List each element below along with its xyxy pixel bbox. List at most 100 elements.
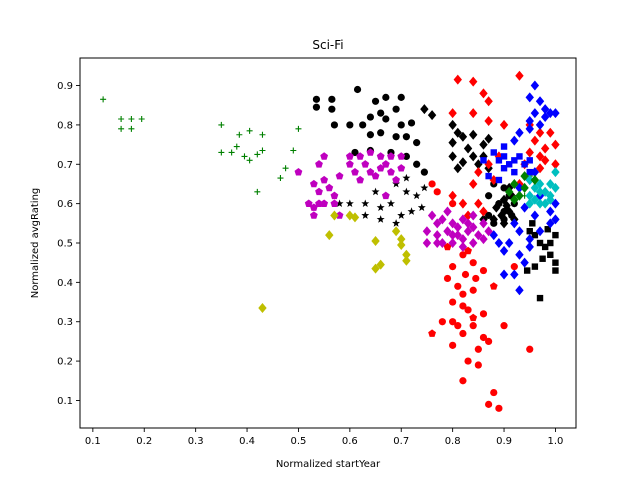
data-point <box>520 171 529 182</box>
data-point <box>397 234 406 245</box>
data-point <box>407 119 416 127</box>
data-point <box>515 127 524 138</box>
data-point <box>277 175 284 182</box>
data-point <box>449 200 457 208</box>
data-point <box>320 199 329 207</box>
data-point <box>309 179 318 188</box>
data-point <box>100 96 107 103</box>
data-point <box>526 345 534 353</box>
data-point <box>520 182 529 193</box>
data-point <box>500 322 508 330</box>
data-point <box>515 249 524 260</box>
data-point <box>377 129 385 137</box>
data-point <box>371 171 380 180</box>
data-point <box>309 203 318 211</box>
data-point <box>484 133 493 144</box>
data-point <box>453 127 462 138</box>
data-point <box>535 163 545 174</box>
data-point <box>530 175 540 186</box>
data-point <box>295 125 302 132</box>
data-point <box>499 269 509 280</box>
data-point <box>480 157 487 164</box>
data-point <box>454 282 462 290</box>
data-point <box>499 119 509 130</box>
y-tick-label: 0.4 <box>57 278 73 289</box>
data-point <box>472 274 480 283</box>
data-point <box>485 192 493 200</box>
data-point <box>397 211 406 219</box>
data-point <box>228 149 235 156</box>
y-tick-label: 0.3 <box>57 317 73 328</box>
data-point <box>381 191 390 200</box>
data-point <box>428 180 436 188</box>
data-point <box>382 115 390 123</box>
data-point <box>443 242 452 251</box>
y-tick-label: 0.1 <box>57 396 73 407</box>
data-point <box>494 238 504 248</box>
data-point <box>489 282 498 290</box>
data-point <box>315 160 323 168</box>
data-point <box>510 263 518 271</box>
data-point <box>422 226 432 237</box>
data-point <box>485 211 493 220</box>
x-tick-label: 0.5 <box>290 436 306 447</box>
data-point <box>526 168 533 176</box>
data-point <box>469 76 478 87</box>
data-point <box>505 161 513 168</box>
data-point <box>438 318 446 326</box>
data-point <box>463 218 473 229</box>
data-point <box>546 218 555 229</box>
data-point <box>490 149 497 156</box>
data-point <box>449 341 457 349</box>
data-point <box>540 112 550 123</box>
data-point <box>371 187 380 196</box>
data-point <box>526 227 533 235</box>
data-point <box>540 155 550 166</box>
data-point <box>525 241 534 252</box>
data-point <box>438 214 447 225</box>
data-point <box>535 127 545 138</box>
data-point <box>510 178 519 189</box>
data-point <box>448 151 457 162</box>
data-point <box>474 198 483 209</box>
data-point <box>233 143 240 150</box>
data-point <box>459 302 467 310</box>
data-point <box>438 238 447 248</box>
data-point <box>530 210 540 221</box>
data-point <box>325 230 334 241</box>
data-point <box>361 211 370 219</box>
data-point <box>309 211 318 219</box>
data-point <box>366 148 375 156</box>
data-point <box>547 251 554 259</box>
data-point <box>448 218 457 229</box>
data-point <box>218 149 225 156</box>
data-point <box>479 139 488 150</box>
data-point <box>463 226 473 237</box>
data-point <box>325 183 334 192</box>
data-point <box>520 202 529 213</box>
data-point <box>241 153 248 160</box>
data-point <box>448 119 457 130</box>
data-point <box>282 165 289 172</box>
data-point <box>387 152 395 160</box>
y-tick-label: 0.8 <box>57 120 73 131</box>
data-point <box>350 212 360 223</box>
data-point <box>392 175 400 184</box>
data-point <box>535 178 545 189</box>
data-point <box>417 203 426 211</box>
data-point <box>515 70 524 81</box>
data-point <box>407 207 416 215</box>
data-point <box>413 160 421 168</box>
data-point <box>511 168 518 176</box>
data-point <box>454 322 462 330</box>
data-point <box>376 164 385 172</box>
data-point <box>448 238 457 248</box>
data-point <box>397 164 406 172</box>
data-point <box>377 109 385 117</box>
data-point <box>315 199 323 207</box>
data-point <box>551 139 560 150</box>
data-point <box>500 165 508 172</box>
x-axis-ticks: 0.1 0.2 0.3 0.4 0.5 0.6 0.7 0.8 0.9 1.0 <box>85 428 563 447</box>
data-point <box>479 234 488 245</box>
